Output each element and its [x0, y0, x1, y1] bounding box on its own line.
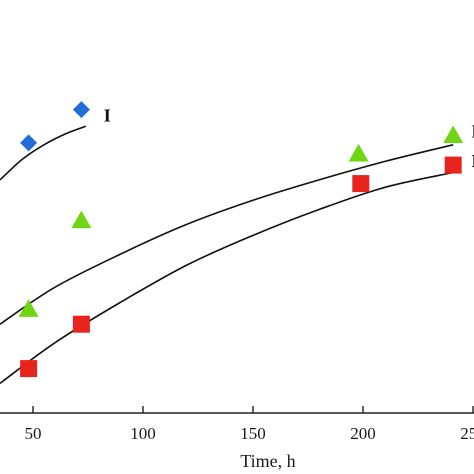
series-i-point	[20, 134, 38, 152]
series-ii-point	[443, 125, 464, 143]
series-ii-point	[348, 144, 369, 162]
series-iii-label: III	[471, 151, 474, 171]
series-i-fit-curve	[0, 125, 87, 181]
x-tick-label: 150	[240, 424, 266, 443]
series-ii-point	[71, 210, 92, 229]
series-ii-label: II	[471, 122, 474, 142]
series-iii-fit-curve	[0, 171, 454, 385]
x-tick-label: 250	[460, 424, 474, 443]
series-iii-point	[20, 360, 38, 378]
x-tick-label: 100	[130, 424, 156, 443]
plot-area: IIIIII	[0, 101, 474, 385]
series-iii-point	[444, 156, 462, 174]
x-tick-label: 50	[25, 424, 42, 443]
x-axis-title: Time, h	[240, 451, 295, 471]
series-ii-fit-curve	[0, 144, 454, 325]
x-tick-label: 200	[350, 424, 376, 443]
series-i-label: I	[104, 106, 111, 126]
series-ii-point	[18, 299, 39, 317]
series-iii-point	[72, 315, 90, 333]
series-i-point	[72, 101, 90, 119]
x-axis-ticks: 50 100 150 200 250	[25, 406, 474, 443]
series-iii-point	[352, 175, 370, 193]
